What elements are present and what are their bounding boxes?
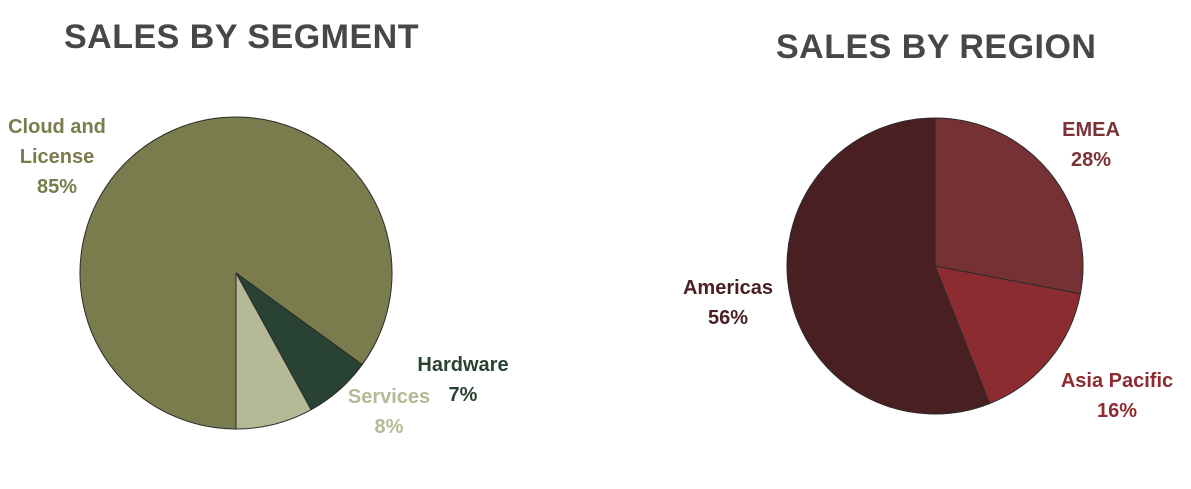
region-slice-emea bbox=[934, 117, 1084, 295]
segment-slice-services bbox=[235, 272, 312, 430]
segment-label-percent: 7% bbox=[448, 384, 478, 406]
segment-chart-title: SALES BY SEGMENT bbox=[64, 18, 419, 56]
region-label-percent: 28% bbox=[1070, 149, 1112, 171]
region-label-percent: 56% bbox=[707, 307, 749, 329]
segment-data-label-hardware: Hardware 7% bbox=[417, 350, 508, 410]
segment-label-text: Services bbox=[347, 386, 431, 408]
segment-data-label-cloud-and-license: Cloud and License 85% bbox=[8, 112, 106, 202]
region-data-label-emea: EMEA 28% bbox=[1062, 115, 1120, 175]
segment-label-text: License bbox=[19, 146, 95, 168]
segment-label-text: Cloud and bbox=[8, 116, 106, 138]
region-data-label-asia-pacific: Asia Pacific 16% bbox=[1061, 366, 1173, 426]
segment-label-text: Hardware bbox=[417, 354, 509, 376]
segment-label-percent: 8% bbox=[374, 416, 404, 438]
region-label-text: Americas bbox=[682, 277, 774, 299]
region-label-text: Asia Pacific bbox=[1060, 370, 1174, 392]
region-chart-title: SALES BY REGION bbox=[776, 28, 1097, 66]
region-label-percent: 16% bbox=[1096, 400, 1138, 422]
region-data-label-americas: Americas 56% bbox=[683, 273, 773, 333]
region-label-text: EMEA bbox=[1062, 119, 1120, 141]
region-slice-asia-pacific bbox=[934, 265, 1081, 405]
segment-data-label-services: Services 8% bbox=[348, 382, 430, 442]
region-slice-americas bbox=[786, 117, 990, 415]
segment-label-percent: 85% bbox=[36, 176, 78, 198]
